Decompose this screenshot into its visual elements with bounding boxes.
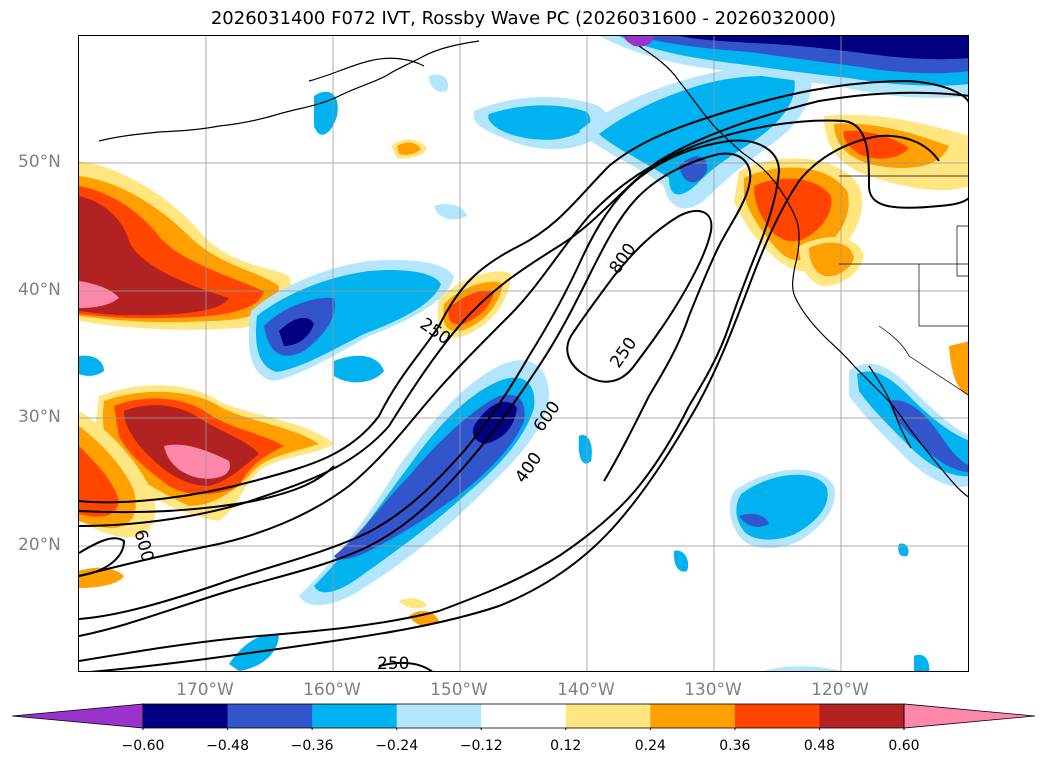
colorbar-outline (142, 703, 905, 729)
colorbar-tick-label: −0.36 (290, 738, 334, 754)
political-borders (839, 175, 968, 396)
colorbar-extend-low (11, 703, 144, 729)
colorbar-tick-label: −0.48 (206, 738, 249, 754)
colorbar-segments (11, 703, 1036, 729)
colorbar-tick-label: 0.12 (550, 738, 582, 754)
colorbar-ticks (142, 728, 905, 730)
contour-label-250-south: 250 (377, 654, 409, 672)
colorbar (11, 703, 1036, 730)
ivt-contours (79, 79, 968, 671)
lon-label-170w: 170°W (176, 680, 234, 700)
colorbar-tick-label: −0.60 (121, 738, 165, 754)
map-panel: 250 800 250 600 400 600 250 (78, 35, 969, 672)
colorbar-extend-high (903, 703, 1036, 729)
colorbar-tick-label: −0.12 (459, 738, 503, 754)
colorbar-tick-label: −0.24 (375, 738, 419, 754)
lon-label-140w: 140°W (557, 680, 615, 700)
contour-label-800: 800 (606, 240, 641, 278)
contour-label-250-east: 250 (606, 334, 641, 372)
lat-label-50n: 50°N (18, 152, 61, 172)
colorbar-tick-label: 0.60 (888, 738, 920, 754)
lon-label-130w: 130°W (684, 680, 742, 700)
colorbar-segment (565, 704, 651, 728)
lon-label-160w: 160°W (303, 680, 361, 700)
colorbar-segment (734, 704, 820, 728)
colorbar-segment (227, 704, 313, 728)
gridlines (79, 36, 968, 671)
colorbar-segment (143, 704, 229, 728)
colorbar-segment (819, 704, 905, 728)
lon-label-150w: 150°W (430, 680, 488, 700)
lat-label-30n: 30°N (18, 407, 61, 427)
colorbar-tick-label: 0.48 (803, 738, 836, 754)
colorbar-tick-label: 0.24 (634, 738, 666, 754)
colorbar-segment (396, 704, 482, 728)
map-canvas: 250 800 250 600 400 600 250 (79, 36, 968, 672)
colorbar-segment (650, 704, 736, 728)
lat-label-20n: 20°N (18, 535, 61, 555)
lat-label-40n: 40°N (18, 280, 61, 300)
colorbar-segment (481, 704, 567, 728)
map-title: 2026031400 F072 IVT, Rossby Wave PC (202… (210, 8, 837, 29)
lon-label-120w: 120°W (811, 680, 869, 700)
colorbar-tick-label: 0.36 (719, 738, 751, 754)
contour-label-600-west: 600 (130, 527, 158, 564)
colorbar-segment (312, 704, 398, 728)
